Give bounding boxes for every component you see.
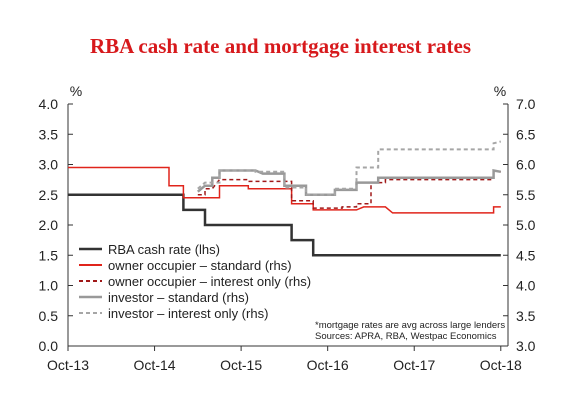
legend-label-2: owner occupier – standard (rhs) — [108, 258, 292, 273]
left-unit-label: % — [70, 83, 82, 99]
series-line-1 — [68, 193, 501, 257]
right-tick-label: 4.5 — [516, 247, 536, 263]
left-tick-label: 1.0 — [39, 278, 59, 294]
annotation-2: Sources: APRA, RBA, Westpac Economics — [315, 331, 497, 342]
series-layer — [68, 140, 502, 257]
left-tick-label: 3.0 — [39, 157, 59, 173]
right-tick-label: 4.0 — [516, 278, 536, 294]
right-tick-label: 6.5 — [516, 126, 536, 142]
annotation-1: *mortgage rates are avg across large len… — [315, 320, 505, 331]
right-tick-label: 3.0 — [516, 338, 536, 354]
left-tick-label: 0.5 — [39, 308, 59, 324]
right-tick-label: 7.0 — [516, 96, 536, 112]
series-line-3 — [197, 169, 501, 209]
legend-label-4: investor – standard (rhs) — [108, 290, 249, 305]
chart-title: RBA cash rate and mortgage interest rate… — [89, 34, 472, 58]
series-line-5 — [197, 140, 502, 196]
x-tick-label: Oct-15 — [220, 357, 262, 373]
right-tick-label: 3.5 — [516, 308, 536, 324]
left-tick-label: 4.0 — [39, 96, 59, 112]
x-tick-label: Oct-16 — [307, 357, 349, 373]
legend-label-3: owner occupier – interest only (rhs) — [108, 274, 311, 289]
left-tick-label: 0.0 — [39, 338, 59, 354]
left-tick-label: 2.0 — [39, 217, 59, 233]
right-unit-label: % — [494, 83, 506, 99]
left-tick-label: 3.5 — [39, 126, 59, 142]
x-tick-label: Oct-13 — [47, 357, 89, 373]
note-layer: *mortgage rates are avg across large len… — [315, 320, 505, 342]
series-line-4 — [196, 169, 502, 197]
x-tick-label: Oct-18 — [480, 357, 522, 373]
right-tick-label: 6.0 — [516, 157, 536, 173]
legend-layer: RBA cash rate (lhs)owner occupier – stan… — [79, 242, 311, 321]
left-tick-label: 1.5 — [39, 247, 59, 263]
right-tick-label: 5.0 — [516, 217, 536, 233]
x-tick-label: Oct-17 — [393, 357, 435, 373]
right-tick-label: 5.5 — [516, 187, 536, 203]
legend-label-1: RBA cash rate (lhs) — [108, 242, 220, 257]
x-tick-label: Oct-14 — [134, 357, 176, 373]
left-tick-label: 2.5 — [39, 187, 59, 203]
legend-label-5: investor – interest only (rhs) — [108, 306, 268, 321]
axes-layer: 0.0 0.5 1.0 1.5 2.0 2.5 3.0 3.5 4.0 3.0 3.5 4.0 4.5 5… — [39, 83, 536, 373]
